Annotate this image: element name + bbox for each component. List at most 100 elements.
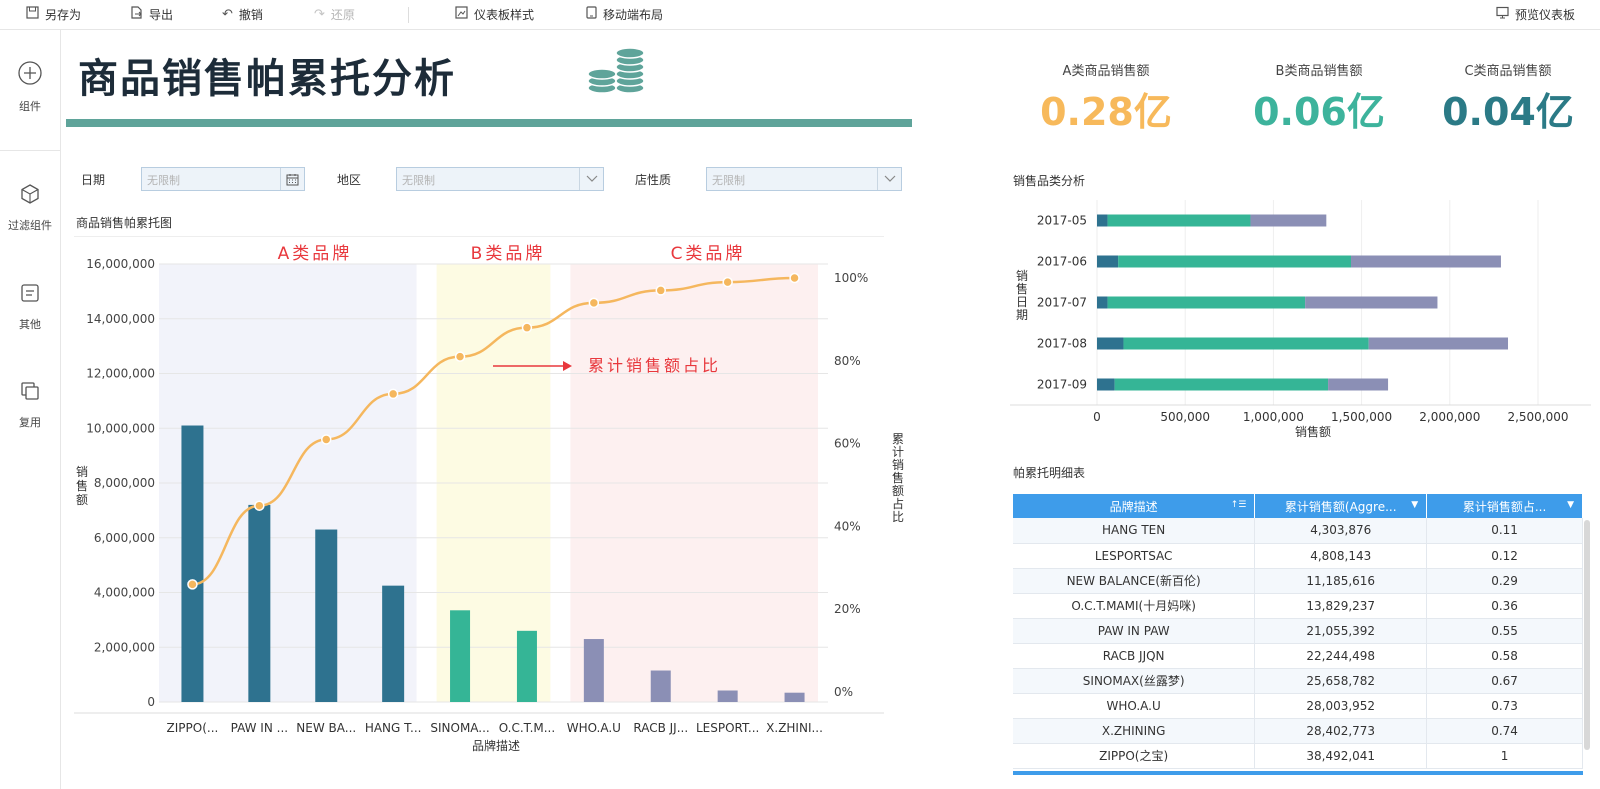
x-tick-label: RACB JJ... bbox=[633, 721, 688, 735]
col-header-cumulative-pct[interactable]: 累计销售额占... ▼ bbox=[1426, 494, 1583, 518]
category-bar-segment[interactable] bbox=[1305, 296, 1438, 309]
style-icon bbox=[455, 6, 468, 23]
x-tick-label: 500,000 bbox=[1160, 410, 1210, 424]
category-bar-segment[interactable] bbox=[1351, 255, 1501, 268]
category-bar-segment[interactable] bbox=[1097, 337, 1124, 350]
category-bar-segment[interactable] bbox=[1097, 214, 1108, 227]
sales-bar[interactable] bbox=[583, 639, 604, 702]
dropdown-icon[interactable]: ▼ bbox=[1567, 500, 1574, 510]
x-tick-label: 2,000,000 bbox=[1419, 410, 1480, 424]
region-placeholder: 无限制 bbox=[402, 174, 435, 187]
sales-bar[interactable] bbox=[382, 585, 405, 702]
kpi-b-value: 0.06亿 bbox=[1253, 90, 1385, 134]
cumulative-point[interactable] bbox=[454, 351, 466, 362]
x-tick-label: 1,500,000 bbox=[1331, 410, 1392, 424]
table-row[interactable]: NEW BALANCE(新百伦) 11,185,616 0.29 bbox=[1013, 568, 1583, 594]
table-row[interactable]: O.C.T.MAMI(十月妈咪) 13,829,237 0.36 bbox=[1013, 593, 1583, 619]
date-filter-input[interactable]: 无限制 bbox=[141, 167, 305, 191]
category-bar-segment[interactable] bbox=[1097, 378, 1115, 391]
sales-bar[interactable] bbox=[516, 630, 537, 702]
sales-bar[interactable] bbox=[717, 690, 738, 702]
table-row[interactable]: LESPORTSAC 4,808,143 0.12 bbox=[1013, 543, 1583, 569]
sales-bar[interactable] bbox=[450, 610, 471, 702]
rail-component[interactable]: 组件 bbox=[0, 60, 60, 114]
cumulative-point[interactable] bbox=[655, 285, 666, 296]
sort-icon[interactable]: ↑☰ bbox=[1230, 500, 1247, 510]
save-as-button[interactable]: 另存为 bbox=[26, 0, 81, 29]
sales-bar[interactable] bbox=[650, 670, 671, 702]
category-bar-segment[interactable] bbox=[1097, 255, 1119, 268]
sales-bar[interactable] bbox=[315, 529, 338, 702]
category-bar-segment[interactable] bbox=[1328, 378, 1389, 391]
pareto-section-title: 商品销售帕累托图 bbox=[76, 216, 173, 230]
table-row[interactable]: X.ZHINING 28,402,773 0.74 bbox=[1013, 718, 1583, 744]
table-row[interactable]: WHO.A.U 28,003,952 0.73 bbox=[1013, 693, 1583, 719]
sales-bar[interactable] bbox=[248, 504, 271, 702]
chevron-down-icon[interactable] bbox=[579, 168, 603, 190]
category-section-title: 销售品类分析 bbox=[1013, 174, 1086, 188]
redo-button[interactable]: ↷ 还原 bbox=[314, 0, 355, 29]
kpi-c-label: C类商品销售额 bbox=[1464, 64, 1552, 79]
cumulative-point[interactable] bbox=[588, 297, 600, 309]
sales-bar[interactable] bbox=[181, 425, 204, 702]
cell-brand: HANG TEN bbox=[1013, 518, 1256, 544]
category-bar-segment[interactable] bbox=[1368, 337, 1509, 350]
category-bar-segment[interactable] bbox=[1107, 296, 1306, 309]
cell-cumulative-sales: 28,003,952 bbox=[1254, 693, 1428, 719]
category-bar-segment[interactable] bbox=[1123, 337, 1369, 350]
table-scrollbar[interactable] bbox=[1584, 520, 1590, 750]
col-header-brand[interactable]: 品牌描述 ↑☰ bbox=[1013, 494, 1256, 518]
table-row[interactable]: SINOMAX(丝露梦) 25,658,782 0.67 bbox=[1013, 668, 1583, 694]
cell-brand: LESPORTSAC bbox=[1013, 543, 1256, 569]
cumulative-point[interactable] bbox=[254, 500, 265, 511]
cell-cumulative-sales: 28,402,773 bbox=[1254, 718, 1428, 744]
rail-other[interactable]: 其他 bbox=[0, 282, 60, 332]
rail-filter-component[interactable]: 过滤组件 bbox=[0, 183, 60, 233]
cumulative-point[interactable] bbox=[521, 322, 533, 333]
cell-cumulative-pct: 0.73 bbox=[1426, 693, 1583, 719]
export-button[interactable]: 导出 bbox=[130, 0, 173, 29]
category-bar-segment[interactable] bbox=[1250, 214, 1327, 227]
table-row[interactable]: ZIPPO(之宝) 38,492,041 1 bbox=[1013, 743, 1583, 769]
category-bar-segment[interactable] bbox=[1097, 296, 1108, 309]
cell-brand: NEW BALANCE(新百伦) bbox=[1013, 568, 1256, 594]
pareto-chart: 0 2,000,000 4,000,000 6,000,000 8,000,000 10,… bbox=[74, 236, 904, 753]
y-tick-label: 4,000,000 bbox=[94, 586, 155, 600]
category-bar-segment[interactable] bbox=[1107, 214, 1251, 227]
sales-bar[interactable] bbox=[784, 692, 805, 702]
cumulative-point[interactable] bbox=[387, 388, 399, 400]
y-tick-label: 2017-06 bbox=[1037, 255, 1087, 269]
table-row[interactable]: HANG TEN 4,303,876 0.11 bbox=[1013, 518, 1583, 544]
kpi-b-label: B类商品销售额 bbox=[1275, 64, 1363, 79]
dashboard-style-button[interactable]: 仪表板样式 bbox=[455, 0, 534, 29]
undo-button[interactable]: ↶ 撤销 bbox=[222, 0, 263, 29]
chevron-down-icon[interactable] bbox=[877, 168, 901, 190]
x-axis-title: 品牌描述 bbox=[472, 739, 520, 753]
table-row[interactable]: RACB JJQN 22,244,498 0.58 bbox=[1013, 643, 1583, 669]
y-axis-title: 销售额 bbox=[76, 465, 88, 507]
calendar-icon[interactable] bbox=[280, 168, 304, 190]
preview-dashboard-button[interactable]: 预览仪表板 bbox=[1496, 0, 1575, 29]
category-chart: 0 500,000 1,000,000 1,500,000 2,000,000 2,500… bbox=[1010, 200, 1591, 439]
preview-label: 预览仪表板 bbox=[1515, 8, 1576, 22]
kpi-a-label: A类商品销售额 bbox=[1062, 64, 1150, 79]
cell-cumulative-sales: 22,244,498 bbox=[1254, 643, 1428, 669]
cumulative-point[interactable] bbox=[789, 272, 800, 284]
annotation-arrow bbox=[493, 361, 572, 371]
region-filter-select[interactable]: 无限制 bbox=[396, 167, 604, 191]
title-underline bbox=[66, 119, 912, 127]
detail-section-title: 帕累托明细表 bbox=[1013, 466, 1086, 480]
category-bar-segment[interactable] bbox=[1114, 378, 1329, 391]
store-filter-select[interactable]: 无限制 bbox=[706, 167, 902, 191]
category-bar-segment[interactable] bbox=[1118, 255, 1352, 268]
cumulative-point[interactable] bbox=[321, 434, 332, 445]
mobile-layout-button[interactable]: 移动端布局 bbox=[586, 0, 663, 29]
page-title: 商品销售帕累托分析 bbox=[78, 56, 456, 102]
save-as-label: 另存为 bbox=[45, 8, 82, 22]
cumulative-point[interactable] bbox=[722, 276, 733, 288]
dropdown-icon[interactable]: ▼ bbox=[1411, 500, 1419, 510]
cumulative-point[interactable] bbox=[187, 579, 198, 590]
rail-reuse[interactable]: 复用 bbox=[0, 380, 60, 430]
col-header-cumulative-sales[interactable]: 累计销售额(Aggre... ▼ bbox=[1254, 494, 1428, 518]
table-row[interactable]: PAW IN PAW 21,055,392 0.55 bbox=[1013, 618, 1583, 644]
